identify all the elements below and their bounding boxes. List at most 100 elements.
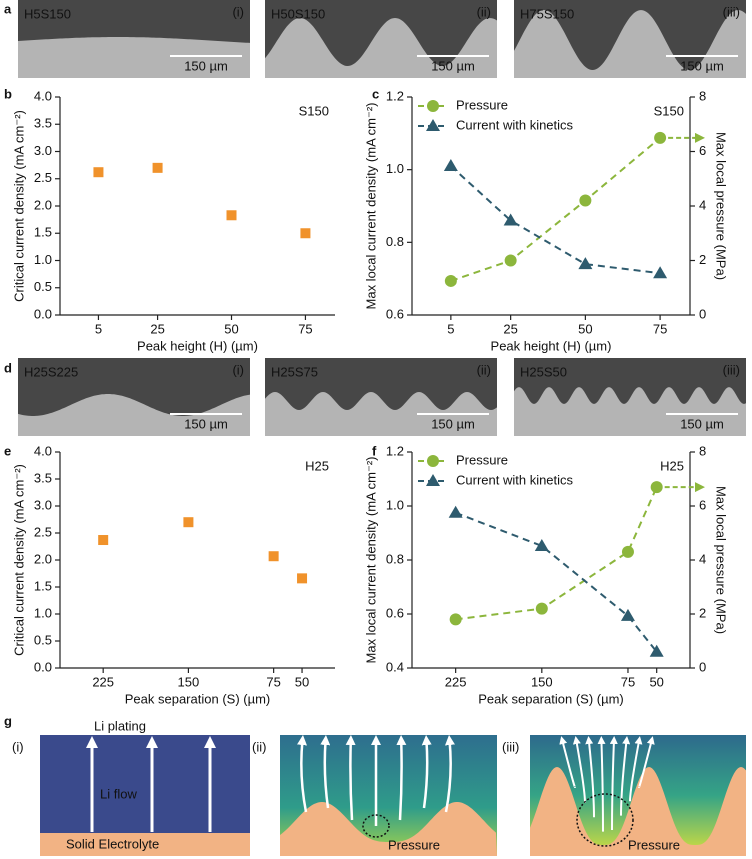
legend-label: Pressure — [456, 452, 508, 467]
scale-label: 150 µm — [184, 416, 228, 431]
flow-arrow — [444, 735, 455, 813]
y2-tick-label: 6 — [699, 497, 706, 512]
x-tick-label: 25 — [150, 321, 164, 336]
scale-label: 150 µm — [431, 416, 475, 431]
x-axis-label: Peak height (H) (µm) — [491, 338, 612, 353]
y-tick-label: 3.0 — [34, 497, 52, 512]
panel-letter: g — [4, 713, 12, 728]
y-tick-label: 1.0 — [34, 252, 52, 267]
x-tick-label: 150 — [178, 674, 200, 689]
y2-tick-label: 2 — [699, 252, 706, 267]
y-tick-label: 0.6 — [386, 605, 404, 620]
y2-tick-label: 0 — [699, 659, 706, 674]
y-tick-label: 0.0 — [34, 659, 52, 674]
schematic-index: (i) — [12, 739, 24, 754]
flow-arrow — [620, 736, 631, 816]
marker — [578, 257, 593, 270]
sem-dark-region — [18, 0, 250, 43]
marker — [534, 538, 549, 551]
y-tick-label: 2.5 — [34, 524, 52, 539]
scale-label: 150 µm — [680, 416, 724, 431]
panel-letter: e — [4, 443, 11, 458]
electrolyte-hills — [280, 802, 497, 856]
marker — [98, 535, 109, 546]
image-index: (iii) — [723, 4, 740, 19]
scale-label: 150 µm — [680, 58, 724, 73]
y-tick-label: 1.5 — [34, 225, 52, 240]
image-index: (ii) — [477, 362, 491, 377]
sem-dark-region — [265, 358, 497, 410]
x-axis-label: Peak separation (S) (µm) — [125, 691, 270, 706]
image-label: H25S225 — [24, 364, 78, 379]
image-label: H5S150 — [24, 6, 71, 21]
y-tick-label: 0.4 — [386, 659, 404, 674]
y2-tick-label: 6 — [699, 143, 706, 158]
x-tick-label: 5 — [95, 321, 102, 336]
y2-tick-label: 0 — [699, 306, 706, 321]
schematic-index: (ii) — [252, 739, 266, 754]
y-tick-label: 1.5 — [34, 578, 52, 593]
y-tick-label: 1.2 — [386, 443, 404, 458]
annotation: S150 — [654, 103, 684, 118]
sem-dark-region — [514, 358, 746, 404]
x-axis-label: Peak height (H) (µm) — [137, 338, 258, 353]
y-axis-label: Critical current density (mA cm⁻²) — [11, 110, 26, 302]
flow-arrow — [585, 736, 595, 818]
marker — [504, 254, 517, 267]
image-label: H50S150 — [271, 6, 325, 21]
y-tick-label: 0.6 — [386, 306, 404, 321]
flow-arrow — [297, 735, 308, 813]
y2-tick-label: 8 — [699, 443, 706, 458]
flow-arrow — [320, 735, 331, 809]
flow-arrow — [629, 736, 643, 802]
marker — [183, 517, 194, 528]
image-index: (iii) — [723, 362, 740, 377]
sem-dark-region — [265, 0, 497, 66]
y-tick-label: 1.0 — [386, 497, 404, 512]
y-tick-label: 3.0 — [34, 143, 52, 158]
annotation: H25 — [660, 458, 684, 473]
marker — [152, 162, 163, 173]
x-tick-label: 50 — [649, 674, 663, 689]
marker — [649, 644, 664, 657]
marker — [443, 159, 458, 172]
y-tick-label: 4.0 — [34, 88, 52, 103]
y-axis-label: Critical current density (mA cm⁻²) — [11, 464, 26, 656]
x-tick-label: 150 — [531, 674, 553, 689]
marker — [93, 167, 104, 178]
marker — [653, 266, 668, 279]
y-tick-label: 4.0 — [34, 443, 52, 458]
panel-letter: c — [372, 86, 379, 101]
x-tick-label: 225 — [92, 674, 114, 689]
marker — [268, 551, 279, 562]
y-tick-label: 0.5 — [34, 632, 52, 647]
marker — [297, 573, 308, 584]
panel-letter: d — [4, 360, 12, 375]
legend-label: Current with kinetics — [456, 117, 574, 132]
flow-arrow — [609, 736, 618, 831]
y-tick-label: 0.0 — [34, 306, 52, 321]
marker — [300, 228, 311, 239]
marker — [654, 131, 667, 144]
scale-label: 150 µm — [431, 58, 475, 73]
electrolyte — [40, 833, 250, 856]
legend-marker — [426, 119, 440, 131]
legend-marker — [426, 474, 440, 486]
electrolyte-label: Solid Electrolyte — [66, 836, 159, 851]
image-index: (i) — [232, 362, 244, 377]
marker — [579, 194, 592, 207]
y2-tick-label: 4 — [699, 197, 706, 212]
plating-label: Li plating — [94, 718, 146, 733]
y-axis-label: Max local current density (mA cm⁻²) — [363, 457, 378, 664]
line-series — [455, 511, 658, 653]
y-tick-label: 0.8 — [386, 551, 404, 566]
legend-marker — [427, 100, 439, 112]
x-tick-label: 225 — [445, 674, 467, 689]
legend-label: Pressure — [456, 97, 508, 112]
pressure-label: Pressure — [628, 837, 680, 852]
panel-letter: b — [4, 86, 12, 101]
x-tick-label: 75 — [653, 321, 667, 336]
image-label: H75S150 — [520, 6, 574, 21]
schematic-index: (iii) — [502, 739, 519, 754]
